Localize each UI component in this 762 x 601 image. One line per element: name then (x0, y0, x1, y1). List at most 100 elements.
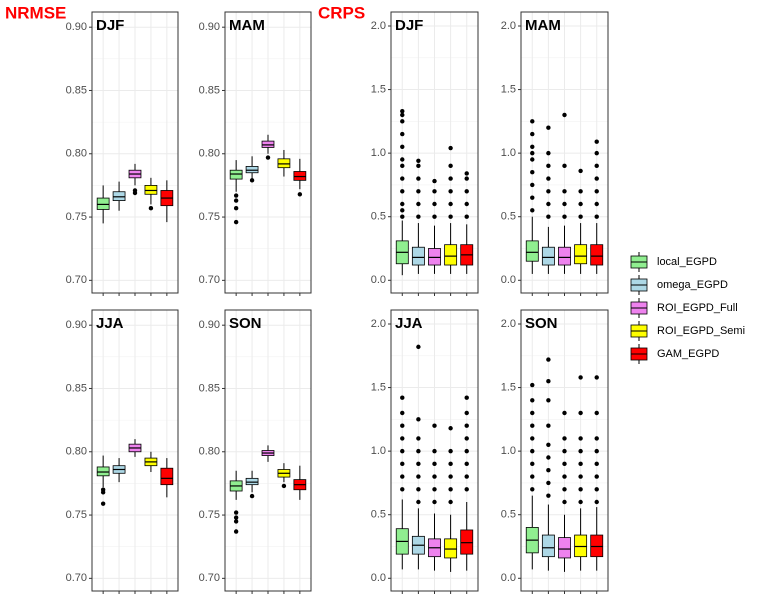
outlier (530, 410, 535, 416)
legend-label: local_EGPD (657, 256, 717, 268)
y-tick-label: 0.0 (371, 274, 386, 286)
outlier (400, 474, 405, 479)
y-tick-label: 1.5 (501, 381, 516, 393)
outlier (594, 487, 599, 492)
group-title: CRPS (318, 3, 365, 22)
outlier (464, 423, 469, 428)
outlier (546, 468, 551, 473)
y-tick-label: 0.75 (66, 211, 87, 223)
outlier (546, 493, 551, 498)
y-tick-label: 0.90 (66, 21, 87, 33)
outlier (233, 519, 239, 524)
outlier (448, 201, 453, 207)
y-tick-label: 0.80 (66, 446, 87, 458)
outlier (400, 487, 405, 492)
box (574, 534, 588, 558)
outlier (546, 214, 551, 219)
outlier (464, 461, 469, 467)
panel-border (390, 11, 479, 294)
outlier (530, 182, 535, 188)
outlier (400, 189, 405, 194)
outlier (530, 398, 535, 403)
panel-title: DJF (395, 17, 423, 34)
y-tick-label: 0.75 (66, 509, 87, 521)
outlier (265, 155, 271, 160)
outlier (464, 410, 469, 416)
outlier (546, 455, 551, 460)
y-tick-label: 1.0 (501, 445, 516, 457)
box (160, 467, 174, 486)
outlier (432, 499, 437, 505)
outlier (400, 448, 405, 454)
outlier (578, 214, 583, 219)
y-tick-label: 1.5 (501, 83, 516, 95)
y-tick-label: 0.90 (199, 319, 220, 331)
outlier (546, 398, 551, 403)
outlier (233, 198, 239, 203)
outlier (530, 487, 535, 492)
panel-title: JJA (395, 315, 423, 332)
y-tick-label: 0.80 (199, 446, 220, 458)
y-tick-label: 0.5 (501, 509, 516, 521)
outlier (100, 501, 106, 506)
outlier (233, 193, 239, 198)
outlier (546, 423, 551, 428)
outlier (432, 178, 437, 184)
outlier (464, 448, 469, 454)
outlier (464, 487, 469, 492)
y-tick-label: 0.0 (501, 274, 516, 286)
outlier (400, 144, 405, 149)
outlier (594, 201, 599, 207)
outlier (546, 357, 551, 362)
outlier (448, 214, 453, 219)
outlier (448, 474, 453, 479)
panel-border (390, 309, 479, 592)
box (460, 529, 474, 555)
outlier (416, 163, 421, 169)
panel-border (91, 11, 179, 294)
outlier (594, 163, 599, 169)
outlier (594, 214, 599, 219)
box (428, 248, 441, 266)
box (411, 246, 425, 266)
y-tick-label: 2.0 (501, 20, 516, 32)
outlier (400, 201, 405, 207)
y-tick-label: 0.80 (66, 148, 87, 160)
outlier (416, 158, 421, 163)
outlier (148, 205, 154, 211)
outlier (530, 461, 535, 467)
outlier (464, 214, 469, 219)
outlier (233, 219, 239, 225)
outlier (416, 436, 421, 441)
outlier (432, 423, 437, 428)
outlier (594, 189, 599, 194)
outlier (562, 461, 567, 467)
outlier (562, 487, 567, 492)
outlier (432, 461, 437, 467)
box (574, 244, 588, 265)
y-tick-label: 0.85 (66, 84, 87, 96)
outlier (400, 461, 405, 467)
panel-title: DJF (96, 17, 124, 34)
y-tick-label: 0.85 (199, 84, 220, 96)
outlier (464, 395, 469, 400)
outlier (416, 201, 421, 207)
outlier (562, 499, 567, 505)
outlier (464, 474, 469, 479)
outlier (578, 499, 583, 505)
outlier (233, 515, 239, 520)
outlier (578, 168, 583, 174)
outlier (297, 192, 303, 197)
outlier (546, 480, 551, 486)
outlier (281, 483, 287, 489)
y-tick-label: 0.80 (199, 148, 220, 160)
outlier (562, 214, 567, 219)
box (558, 537, 571, 559)
outlier (562, 448, 567, 454)
outlier (400, 410, 405, 416)
outlier (432, 201, 437, 207)
outlier (400, 108, 405, 114)
box (558, 246, 571, 266)
y-tick-label: 0.90 (66, 319, 87, 331)
box (590, 534, 604, 558)
